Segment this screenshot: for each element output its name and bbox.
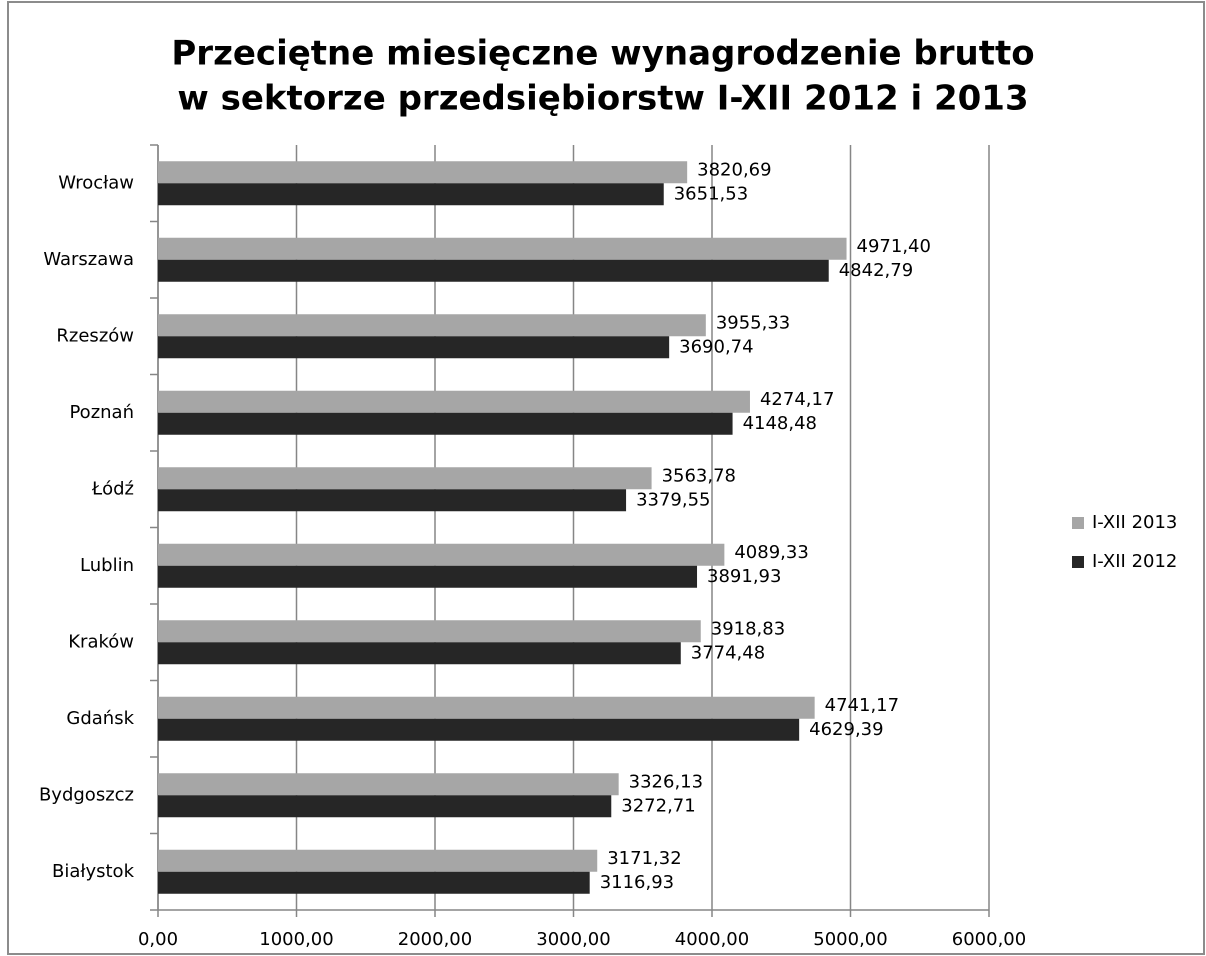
bar (158, 183, 664, 206)
y-tick-label: Poznań (69, 402, 134, 423)
y-tick-label: Warszawa (43, 249, 134, 270)
bar (158, 314, 706, 337)
value-label: 4741,17 (825, 695, 899, 716)
value-label: 4089,33 (734, 542, 808, 563)
bar (158, 773, 619, 796)
y-tick-label: Wrocław (58, 172, 134, 193)
y-tick-label: Gdańsk (66, 708, 134, 729)
bar (158, 390, 750, 413)
x-tick-label: 0,00 (138, 929, 178, 950)
y-tick-label: Lublin (80, 555, 134, 576)
x-tick-label: 1000,00 (259, 929, 333, 950)
chart-border (7, 1, 1205, 955)
value-label: 3272,71 (621, 795, 695, 816)
legend-label: I-XII 2012 (1092, 551, 1177, 572)
y-tick-label: Łódź (91, 478, 134, 499)
x-tick-label: 2000,00 (398, 929, 472, 950)
bar (158, 642, 681, 665)
value-label: 4148,48 (743, 413, 817, 434)
value-label: 3116,93 (600, 872, 674, 893)
value-label: 3326,13 (629, 771, 703, 792)
bar (158, 259, 829, 282)
value-label: 3379,55 (636, 489, 710, 510)
value-label: 4629,39 (809, 719, 883, 740)
y-tick-label: Kraków (68, 631, 134, 652)
x-tick-label: 3000,00 (536, 929, 610, 950)
bar (158, 412, 733, 435)
bar (158, 467, 652, 490)
value-label: 3651,53 (674, 183, 748, 204)
value-label: 3774,48 (691, 642, 765, 663)
bar (158, 696, 815, 719)
bar (158, 489, 627, 512)
bar (158, 849, 598, 872)
bar (158, 565, 698, 588)
y-tick-label: Białystok (52, 861, 135, 882)
value-label: 3171,32 (607, 848, 681, 869)
bar (158, 718, 800, 741)
value-label: 3918,83 (711, 618, 785, 639)
bar (158, 237, 847, 260)
bar (158, 871, 590, 894)
chart-title: Przeciętne miesięczne wynagrodzenie brut… (171, 34, 1034, 74)
x-tick-label: 6000,00 (952, 929, 1026, 950)
bar (158, 161, 688, 184)
y-tick-label: Bydgoszcz (39, 784, 134, 805)
value-label: 4971,40 (857, 236, 931, 257)
value-label: 3891,93 (707, 566, 781, 587)
bar (158, 543, 725, 566)
x-tick-label: 5000,00 (813, 929, 887, 950)
x-tick-label: 4000,00 (675, 929, 749, 950)
legend-label: I-XII 2013 (1092, 512, 1177, 533)
value-label: 3690,74 (679, 336, 753, 357)
legend-swatch (1072, 517, 1084, 529)
bar (158, 336, 670, 359)
bar (158, 620, 701, 643)
y-tick-label: Rzeszów (56, 325, 134, 346)
legend-swatch (1072, 556, 1084, 568)
chart-title: w sektorze przedsiębiorstw I-XII 2012 i … (177, 79, 1028, 119)
value-label: 4274,17 (760, 389, 834, 410)
value-label: 4842,79 (839, 260, 913, 281)
bar (158, 795, 612, 818)
value-label: 3820,69 (697, 159, 771, 180)
value-label: 3563,78 (662, 465, 736, 486)
value-label: 3955,33 (716, 312, 790, 333)
